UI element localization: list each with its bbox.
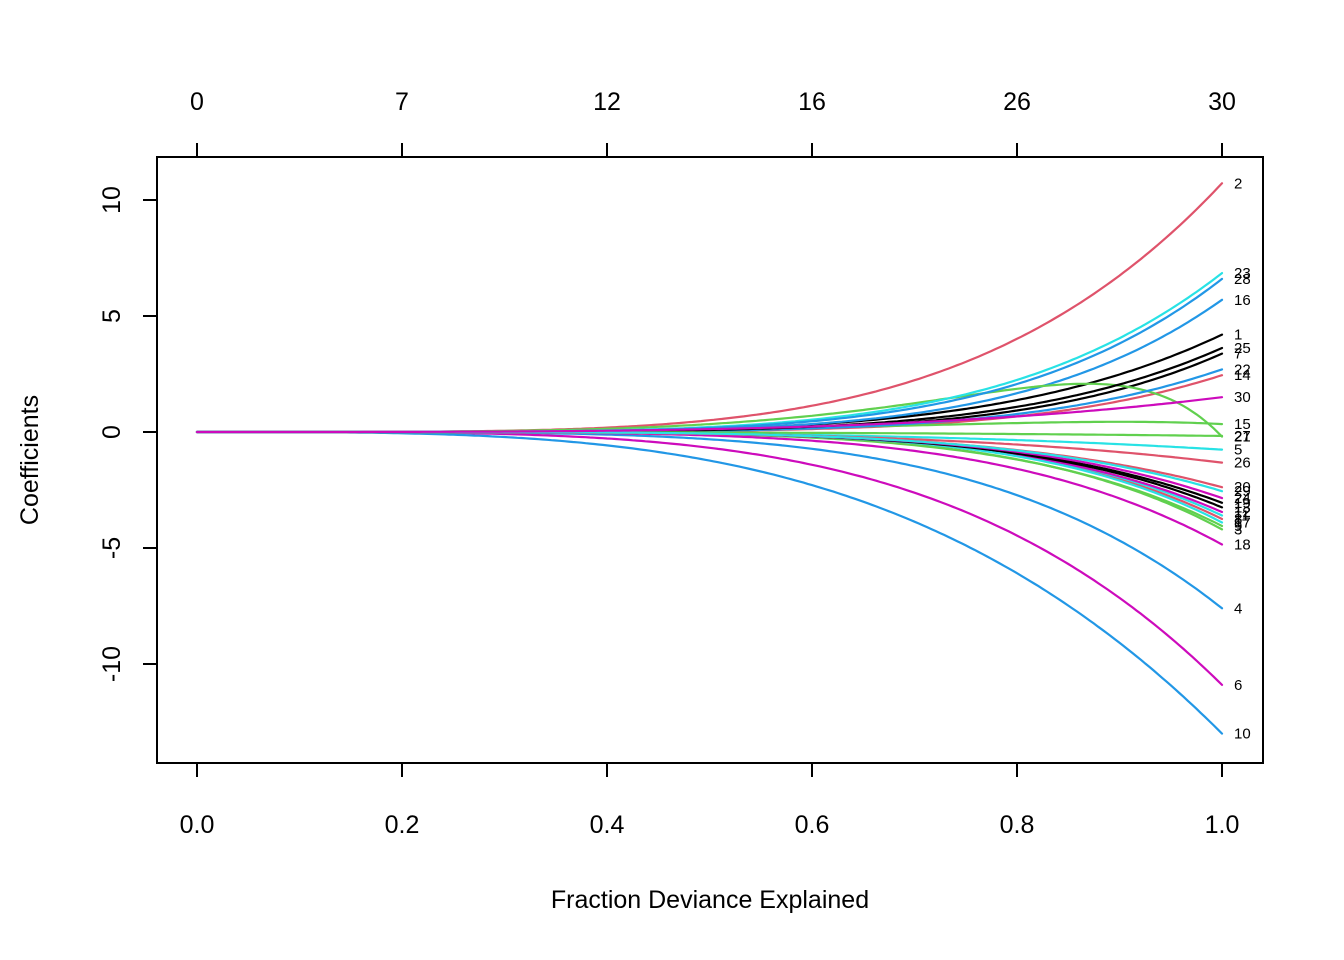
curve-label-20: 20 [1234,479,1251,496]
coefficient-curve-9 [195,430,1224,528]
curve-label-14: 14 [1234,367,1251,384]
top-axis-tick-label: 7 [395,88,409,116]
curve-label-13: 13 [1234,499,1251,516]
curve-label-28: 28 [1234,271,1251,288]
coefficient-curve-17 [195,430,1224,524]
coefficient-curve-12 [195,430,1224,514]
curve-label-21: 21 [1234,429,1251,446]
coefficient-curve-30 [195,396,1224,434]
curve-label-24: 24 [1234,490,1251,507]
curve-label-5: 5 [1234,442,1242,459]
curve-label-17: 17 [1234,514,1251,531]
curve-label-2: 2 [1234,175,1242,192]
curve-label-26: 26 [1234,455,1251,472]
x-axis-title: Fraction Deviance Explained [551,886,869,914]
x-axis-tick-label: 0.4 [590,811,625,839]
x-axis-tick-label: 1.0 [1205,811,1240,839]
y-axis-tick-label: -10 [98,646,126,682]
coefficient-curve-2 [195,182,1224,434]
curve-label-10: 10 [1234,726,1251,743]
curve-label-1: 1 [1234,327,1242,344]
top-axis-tick-label: 0 [190,88,204,116]
y-axis-title: Coefficients [16,395,44,525]
coefficient-curve-11 [195,430,1224,517]
top-axis-tick-label: 16 [798,88,826,116]
curve-label-25: 25 [1234,340,1251,357]
curve-label-27: 27 [1234,428,1251,445]
curve-label-9: 9 [1234,518,1242,535]
coefficient-curve-8 [195,430,1224,521]
curve-label-3: 3 [1234,521,1242,538]
y-axis-tick-label: -5 [98,537,126,559]
curve-labels-group: 1234567891011121314151617181920212223242… [1234,175,1251,742]
x-axis-tick-label: 0.6 [795,811,830,839]
y-axis-tick-label: 10 [98,186,126,214]
curve-label-29: 29 [1234,483,1251,500]
x-axis-tick-label: 0.0 [180,811,215,839]
x-axis-tick-label: 0.2 [385,811,420,839]
top-axis-tick-label: 26 [1003,88,1031,116]
curve-label-11: 11 [1234,508,1250,525]
y-axis-tick-label: 0 [98,425,126,439]
x-axis-tick-label: 0.8 [1000,811,1035,839]
curves-group [195,182,1224,735]
curve-label-15: 15 [1234,416,1251,433]
top-axis-tick-label: 12 [593,88,621,116]
y-axis-tick-label: 5 [98,309,126,323]
coefficient-curve-10 [195,430,1224,735]
curve-label-30: 30 [1234,389,1251,406]
curve-label-23: 23 [1234,265,1251,282]
curve-label-19: 19 [1234,495,1251,512]
curve-label-4: 4 [1234,600,1242,617]
curve-label-22: 22 [1234,361,1251,378]
curve-label-16: 16 [1234,292,1251,309]
curve-label-18: 18 [1234,537,1251,554]
curve-label-8: 8 [1234,511,1242,528]
top-axis-tick-label: 30 [1208,88,1236,116]
plot-frame [156,156,1264,764]
curve-label-6: 6 [1234,677,1242,694]
curve-label-7: 7 [1234,346,1242,363]
coefficient-curve-23 [195,272,1224,434]
curve-label-12: 12 [1234,504,1251,521]
